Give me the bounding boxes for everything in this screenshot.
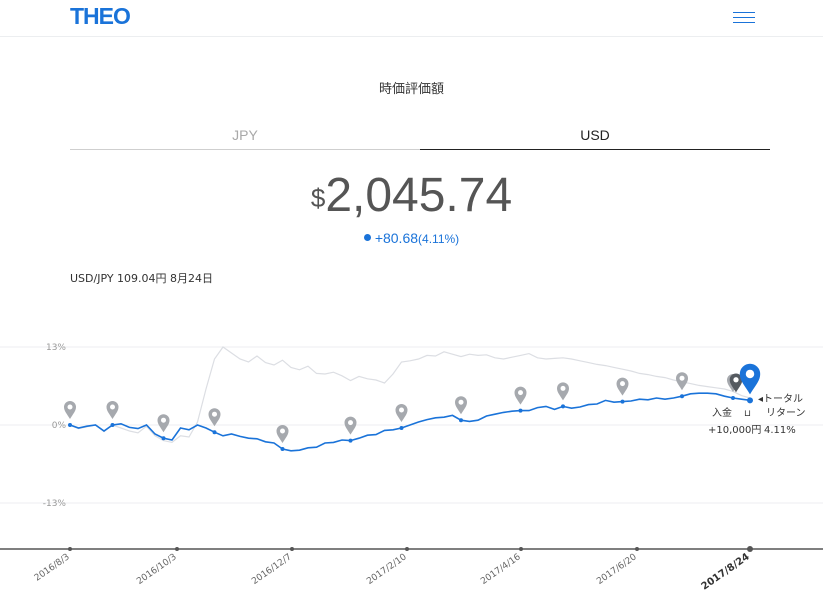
deposit-amount: +10,000円 xyxy=(708,425,761,436)
deposit-point xyxy=(110,423,115,427)
currency-tabs: JPY USD xyxy=(70,127,770,151)
deposit-pin-icon[interactable] xyxy=(106,401,119,419)
x-tick xyxy=(519,547,523,551)
total-return-percent: 4.11% xyxy=(764,425,796,436)
x-tick-label: 2017/6/20 xyxy=(595,552,639,587)
deposit-pin-icon[interactable] xyxy=(395,404,408,422)
x-tick xyxy=(405,547,409,551)
fx-rate: USD/JPY 109.04円 8月24日 xyxy=(70,272,214,285)
deposit-point xyxy=(212,430,217,435)
deposit-pin-icon[interactable] xyxy=(64,401,76,419)
x-tick xyxy=(290,547,294,551)
deposit-pin-icon[interactable] xyxy=(676,372,688,391)
deposit-pin-icon[interactable] xyxy=(276,425,289,443)
deposit-pin-icon[interactable] xyxy=(208,408,221,427)
latest-deposit-pin-icon[interactable] xyxy=(729,373,743,393)
x-tick xyxy=(747,546,753,552)
deposit-point xyxy=(561,404,565,409)
x-tick xyxy=(635,547,639,551)
change-indicator: +80.68(4.11%) xyxy=(0,230,823,246)
deposit-label: 入金 xyxy=(712,406,732,419)
deposit-point xyxy=(518,408,523,413)
app-header: THEO xyxy=(0,0,823,37)
current-position-pin-icon[interactable] xyxy=(739,363,761,395)
tab-jpy[interactable]: JPY xyxy=(70,127,420,150)
deposit-pin-icon[interactable] xyxy=(157,414,170,433)
deposit-point xyxy=(68,423,72,427)
y-tick-label: -13% xyxy=(43,499,67,509)
deposit-point xyxy=(620,399,625,404)
hamburger-menu-icon[interactable] xyxy=(733,10,755,24)
x-tick-label: 2016/10/3 xyxy=(135,552,179,587)
x-tick-label: 2017/8/24 xyxy=(700,551,752,592)
total-return-label-2: リターン xyxy=(766,407,806,419)
deposit-point xyxy=(680,394,684,399)
valuation-amount: $2,045.74 xyxy=(0,168,823,223)
deposit-pin-icon[interactable] xyxy=(616,377,629,396)
x-tick-label: 2017/4/16 xyxy=(479,552,523,587)
deposit-point xyxy=(280,447,285,451)
tab-usd[interactable]: USD xyxy=(420,127,770,150)
y-tick-label: 13% xyxy=(46,343,66,353)
x-tick xyxy=(68,547,72,551)
benchmark-line xyxy=(69,346,751,444)
x-tick-label: 2016/8/3 xyxy=(33,552,72,583)
portfolio-line xyxy=(69,392,751,452)
deposit-pin-icon[interactable] xyxy=(455,396,467,415)
change-dot-icon xyxy=(363,234,371,241)
page-title: 時価評価額 xyxy=(378,82,444,97)
amount-value: 2,045.74 xyxy=(325,169,513,222)
change-value: +80.68 xyxy=(374,230,419,246)
deposit-point xyxy=(731,396,735,400)
deposit-pin-icon[interactable] xyxy=(344,416,357,435)
currency-symbol: $ xyxy=(310,183,326,213)
y-tick-label: 0% xyxy=(52,421,67,431)
deposit-pin-icon[interactable] xyxy=(514,386,527,405)
deposit-point xyxy=(459,418,463,423)
theo-logo[interactable]: THEO xyxy=(70,3,131,29)
change-percent: (4.11%) xyxy=(418,232,460,246)
total-return-label: ◂トータル xyxy=(758,393,803,405)
deposit-point xyxy=(399,426,404,430)
deposit-pin-icon[interactable] xyxy=(557,382,569,401)
x-tick-label: 2017/2/10 xyxy=(365,552,409,587)
deposit-point xyxy=(161,436,166,441)
x-tick xyxy=(175,547,179,551)
latest-point xyxy=(747,397,753,404)
deposit-icon: ⊔ xyxy=(744,409,751,419)
deposit-point xyxy=(348,438,353,443)
x-tick-label: 2016/12/7 xyxy=(250,552,294,587)
